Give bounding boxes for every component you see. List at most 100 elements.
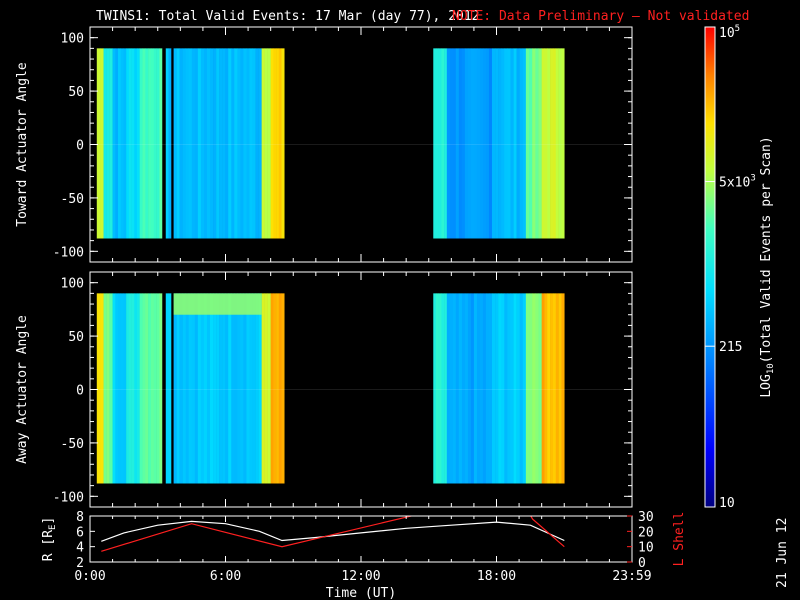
y-left-tick-label: 4 <box>76 541 84 556</box>
heatmap-cell <box>100 48 104 239</box>
colorbar-tick-label: 215 <box>719 340 742 355</box>
heatmap-cell <box>216 48 220 239</box>
heatmap-cell <box>246 293 250 484</box>
y-tick-label: 0 <box>76 384 84 399</box>
date-stamp: 21 Jun 12 <box>775 518 790 588</box>
heatmap-cell <box>225 48 229 239</box>
heatmap-cell <box>123 48 127 239</box>
heatmap-cell <box>529 293 533 484</box>
heatmap-cell <box>103 48 107 239</box>
heatmap-cell <box>213 48 217 239</box>
heatmap-cell <box>136 293 140 484</box>
y-axis-label: Away Actuator Angle <box>15 315 30 464</box>
heatmap-cell <box>438 48 442 239</box>
y-tick-label: 100 <box>61 32 84 47</box>
heatmap-cell <box>142 293 146 484</box>
heatmap-cell <box>544 293 548 484</box>
heatmap-cell <box>470 48 475 239</box>
heatmap-cell <box>118 48 122 239</box>
heatmap-cell <box>191 48 196 239</box>
heatmap-cell <box>267 48 271 239</box>
heatmap-cell <box>123 293 127 484</box>
heatmap-cell <box>106 48 110 239</box>
heatmap-cell <box>467 48 472 239</box>
heatmap-band <box>173 293 262 315</box>
heatmap-cell <box>446 293 451 484</box>
heatmap-cell <box>139 48 143 239</box>
heatmap-cell <box>118 293 122 484</box>
heatmap-cell <box>159 293 163 484</box>
colorbar-label: LOG10(Total Valid Events per Scan) <box>759 136 776 397</box>
heatmap-cell <box>243 293 247 484</box>
heatmap-cell <box>461 293 466 484</box>
heatmap-cell <box>441 293 445 484</box>
heatmap-cell <box>482 293 487 484</box>
heatmap-cell <box>150 48 155 239</box>
heatmap-cell <box>103 293 107 484</box>
y-left-tick-label: 6 <box>76 525 84 540</box>
heatmap-cell <box>120 293 124 484</box>
heatmap-cell <box>561 48 565 239</box>
heatmap-cell <box>538 48 542 239</box>
heatmap-cell <box>153 293 157 484</box>
heatmap-cell <box>176 48 180 239</box>
heatmap-cell <box>96 293 101 484</box>
y-tick-label: -100 <box>53 490 84 505</box>
heatmap-cell <box>206 293 211 484</box>
heatmap-cell <box>206 48 211 239</box>
heatmap-cell <box>550 48 554 239</box>
y-tick-label: 0 <box>76 139 84 154</box>
heatmap-cell <box>131 293 135 484</box>
heatmap-cell <box>522 293 527 484</box>
heatmap-cell <box>529 48 533 239</box>
heatmap-cell <box>452 48 457 239</box>
heatmap-cell <box>120 48 124 239</box>
heatmap-cell <box>449 293 454 484</box>
heatmap-cell <box>485 48 490 239</box>
heatmap-cell <box>476 48 481 239</box>
heatmap-cell <box>255 293 259 484</box>
heatmap-cell <box>452 293 457 484</box>
heatmap-cell <box>479 48 484 239</box>
heatmap-cell <box>495 48 499 239</box>
heatmap-cell <box>532 48 536 239</box>
heatmap-cell <box>547 48 551 239</box>
heatmap-cell <box>504 48 508 239</box>
heatmap-cell <box>237 48 241 239</box>
colorbar: 105 5x103 215 10 LOG10(Total Valid Events pe… <box>704 24 776 511</box>
heatmap-cell <box>488 293 493 484</box>
heatmap-cell <box>261 293 265 484</box>
x-tick-label: 0:00 <box>74 569 105 584</box>
heatmap-cell <box>473 293 478 484</box>
data-gap <box>171 48 174 239</box>
heatmap-cell <box>106 293 110 484</box>
heatmap-cell <box>203 293 208 484</box>
heatmap-cell <box>433 293 437 484</box>
heatmap-cell <box>278 293 282 484</box>
heatmap-cell <box>267 293 271 484</box>
heatmap-cell <box>148 48 152 239</box>
colorbar-tick-label: 5x103 <box>719 174 756 191</box>
heatmap-cell <box>278 48 282 239</box>
heatmap-cell <box>115 293 119 484</box>
heatmap-cell <box>281 293 285 484</box>
heatmap-cell <box>213 293 217 484</box>
away-angle-panel: -100 -50 0 50 100 Away Actuator Angle <box>15 271 633 508</box>
heatmap-cell <box>495 293 499 484</box>
heatmap-cell <box>276 48 280 239</box>
x-tick-label: 18:00 <box>477 569 516 584</box>
heatmap-cell <box>552 293 557 484</box>
heatmap-cell <box>252 293 256 484</box>
heatmap-cell <box>142 48 146 239</box>
heatmap-cell <box>185 293 190 484</box>
heatmap-cell <box>228 293 232 484</box>
heatmap-cell <box>433 48 437 239</box>
radius-series-line <box>101 520 565 542</box>
colorbar-gradient <box>705 27 715 507</box>
heatmap-cell <box>488 48 493 239</box>
heatmap-cell <box>485 293 490 484</box>
heatmap-cell <box>231 293 235 484</box>
heatmap-cell <box>240 48 244 239</box>
heatmap-cell <box>134 293 138 484</box>
